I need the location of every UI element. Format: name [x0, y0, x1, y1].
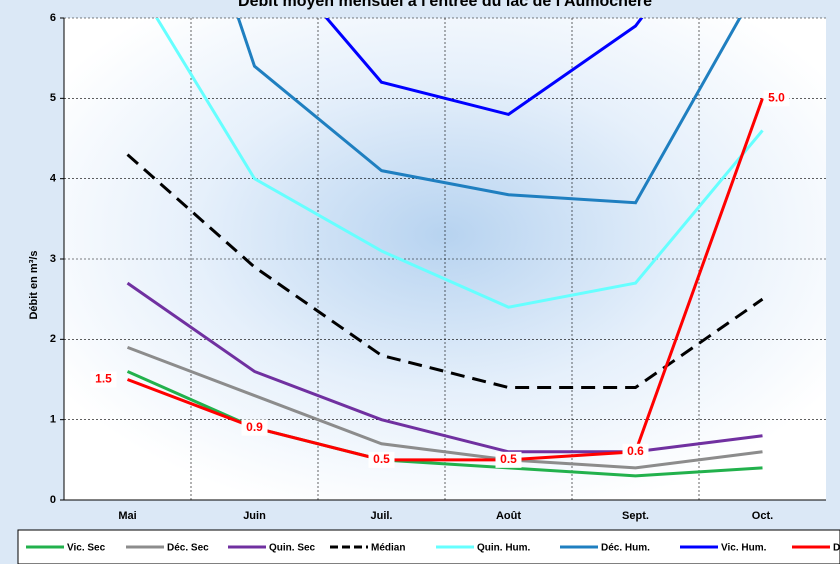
series-layer: [126, 18, 764, 478]
series-line: [126, 153, 764, 390]
legend-label: Quin. Sec: [269, 543, 316, 554]
series-line: [126, 97, 764, 462]
legend-label: Déc. Sec: [167, 543, 209, 554]
series-line: [236, 18, 742, 205]
x-tick-label: Oct.: [752, 510, 773, 522]
value-label: 0.5: [373, 452, 390, 466]
y-tick-label: 2: [50, 333, 56, 345]
y-tick-label: 0: [50, 494, 56, 506]
x-tick-label: Juin: [243, 510, 266, 522]
x-tick-label: Août: [496, 510, 521, 522]
series-line: [155, 18, 764, 309]
series-line: [126, 281, 763, 454]
value-label-box: [495, 451, 522, 468]
value-label-box: [241, 419, 268, 436]
y-tick-label: 5: [50, 92, 56, 104]
y-tick-label: 1: [50, 414, 56, 426]
value-label-box: [90, 371, 117, 388]
y-axis-label: Débit en m³/s: [28, 250, 40, 319]
y-tick-label: 6: [50, 12, 56, 24]
x-tick-label: Mai: [118, 510, 136, 522]
y-tick-label: 4: [50, 173, 57, 185]
value-label: 1.5: [95, 372, 112, 386]
value-label: 0.6: [627, 444, 644, 458]
chart-title: Débit moyen mensuel à l'entrée du lac de…: [238, 0, 652, 10]
value-label: 5.0: [768, 91, 785, 105]
value-label-box: [763, 90, 790, 107]
x-tick-label: Juil.: [370, 510, 392, 522]
legend-label: Médian: [371, 543, 405, 554]
series-line: [324, 18, 644, 117]
value-label: 0.5: [500, 452, 517, 466]
value-label-box: [368, 451, 395, 468]
legend-label: Vic. Hum.: [721, 543, 767, 554]
legend-label: Vic. Sec: [67, 543, 106, 554]
x-tick-label: Sept.: [622, 510, 649, 522]
legend-label: Débit amont prise: [833, 543, 840, 554]
value-label: 0.9: [246, 420, 263, 434]
series-line: [126, 345, 763, 470]
legend-label: Déc. Hum.: [601, 543, 650, 554]
value-label-box: [622, 443, 649, 460]
legend-label: Quin. Hum.: [477, 543, 531, 554]
y-tick-label: 3: [50, 253, 56, 265]
